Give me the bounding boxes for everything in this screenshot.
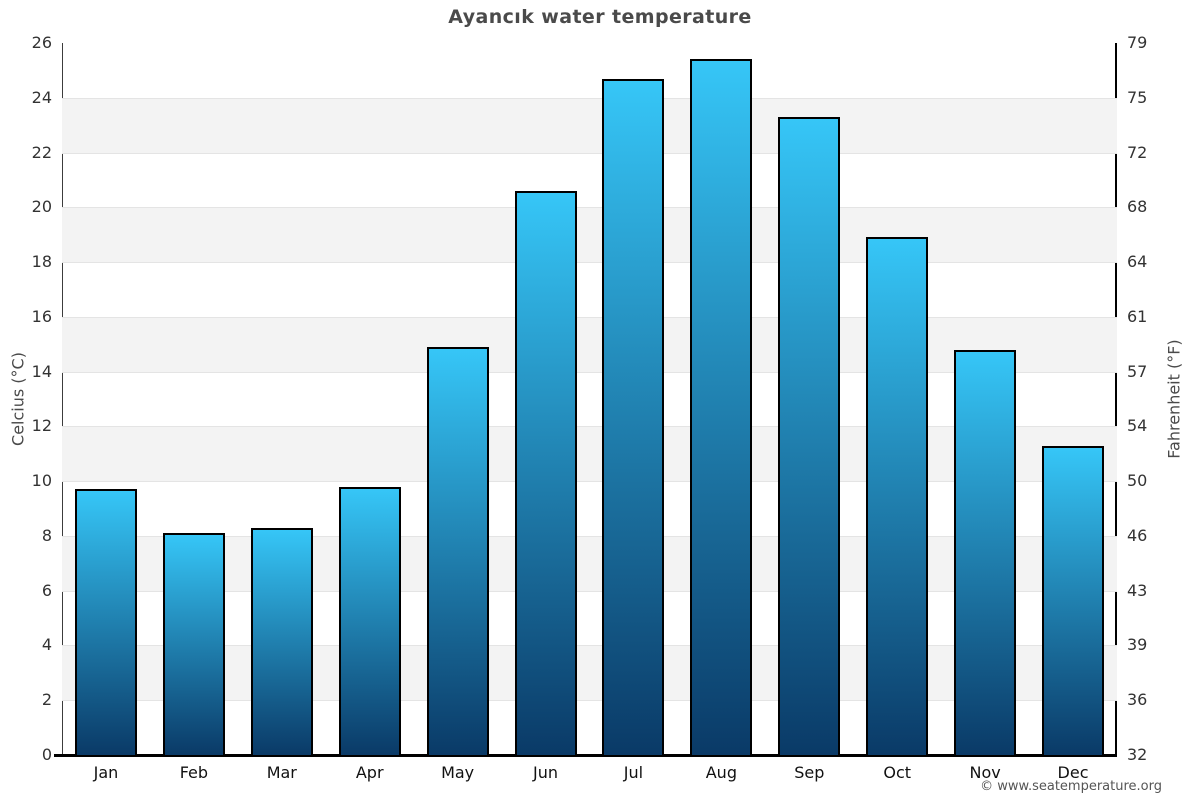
y-tick-fahrenheit: 75 xyxy=(1127,87,1148,107)
plot-band xyxy=(62,645,1117,701)
chart-title: Ayancık water temperature xyxy=(448,6,752,28)
gridline xyxy=(62,207,1117,208)
x-tick-jan: Jan xyxy=(93,763,119,782)
x-tick-dec: Dec xyxy=(1057,763,1089,782)
plot-area xyxy=(54,43,1117,757)
x-tick-jun: Jun xyxy=(533,763,559,782)
gridline xyxy=(62,262,1117,263)
x-tick-sep: Sep xyxy=(794,763,825,782)
y-tick-fahrenheit: 46 xyxy=(1127,525,1148,545)
y-tick-fahrenheit: 72 xyxy=(1127,142,1148,162)
plot-band xyxy=(62,535,1117,591)
y-tick-celsius: 6 xyxy=(41,580,52,600)
bar-jul[interactable] xyxy=(602,78,665,755)
plot-band xyxy=(62,207,1117,263)
bar-nov[interactable] xyxy=(954,349,1017,755)
y-tick-fahrenheit: 79 xyxy=(1127,33,1148,52)
y-tick-fahrenheit: 68 xyxy=(1127,197,1148,217)
y-tick-celsius: 8 xyxy=(41,525,52,545)
bar-jun[interactable] xyxy=(514,190,577,755)
plot-band xyxy=(62,97,1117,153)
bar-aug[interactable] xyxy=(690,59,753,755)
y-tick-fahrenheit: 32 xyxy=(1127,745,1148,764)
bar-jan[interactable] xyxy=(74,489,137,755)
y-tick-celsius: 18 xyxy=(31,252,52,272)
y-tick-celsius: 0 xyxy=(41,745,52,764)
bar-mar[interactable] xyxy=(250,527,313,755)
bar-sep[interactable] xyxy=(778,116,841,755)
y-tick-fahrenheit: 61 xyxy=(1127,306,1148,326)
y-tick-fahrenheit: 36 xyxy=(1127,690,1148,710)
y-tick-celsius: 12 xyxy=(31,416,52,436)
y-tick-celsius: 4 xyxy=(41,635,52,655)
x-tick-feb: Feb xyxy=(179,763,209,782)
y-tick-celsius: 14 xyxy=(31,361,52,381)
x-tick-mar: Mar xyxy=(266,763,297,782)
x-tick-aug: Aug xyxy=(705,763,737,782)
gridline xyxy=(62,645,1117,646)
bar-feb[interactable] xyxy=(162,533,225,755)
bar-may[interactable] xyxy=(426,346,489,755)
x-axis-line xyxy=(54,754,1117,757)
y-axis-line-right xyxy=(1115,43,1117,755)
y-tick-celsius: 22 xyxy=(31,142,52,162)
gridline xyxy=(62,536,1117,537)
copyright-text: © www.seatemperature.org xyxy=(980,779,1162,794)
gridline xyxy=(62,317,1117,318)
x-tick-oct: Oct xyxy=(883,763,912,782)
gridline xyxy=(62,481,1117,482)
y-tick-celsius: 20 xyxy=(31,197,52,217)
y-tick-fahrenheit: 57 xyxy=(1127,361,1148,381)
y-tick-celsius: 2 xyxy=(41,690,52,710)
gridline xyxy=(62,372,1117,373)
y-axis-line-left xyxy=(62,43,63,755)
gridline xyxy=(62,426,1117,427)
y-tick-fahrenheit: 54 xyxy=(1127,416,1148,436)
y-tick-celsius: 24 xyxy=(31,87,52,107)
y-tick-celsius: 16 xyxy=(31,306,52,326)
x-tick-nov: Nov xyxy=(969,763,1001,782)
gridline xyxy=(62,591,1117,592)
y-tick-celsius: 10 xyxy=(31,471,52,491)
gridline xyxy=(62,98,1117,99)
y-tick-fahrenheit: 64 xyxy=(1127,252,1148,272)
plot-band xyxy=(62,316,1117,372)
x-tick-may: May xyxy=(441,763,475,782)
gridline xyxy=(62,700,1117,701)
y-tick-fahrenheit: 50 xyxy=(1127,471,1148,491)
plot-band xyxy=(62,426,1117,482)
gridline xyxy=(62,153,1117,154)
y-tick-fahrenheit: 39 xyxy=(1127,635,1148,655)
y-axis-title-fahrenheit: Fahrenheit (°F) xyxy=(1164,339,1184,459)
bar-dec[interactable] xyxy=(1042,445,1105,755)
x-tick-jul: Jul xyxy=(623,763,644,782)
y-tick-fahrenheit: 43 xyxy=(1127,580,1148,600)
bar-oct[interactable] xyxy=(866,237,929,755)
y-tick-celsius: 26 xyxy=(31,33,52,52)
x-tick-apr: Apr xyxy=(355,763,384,782)
bar-apr[interactable] xyxy=(338,486,401,755)
